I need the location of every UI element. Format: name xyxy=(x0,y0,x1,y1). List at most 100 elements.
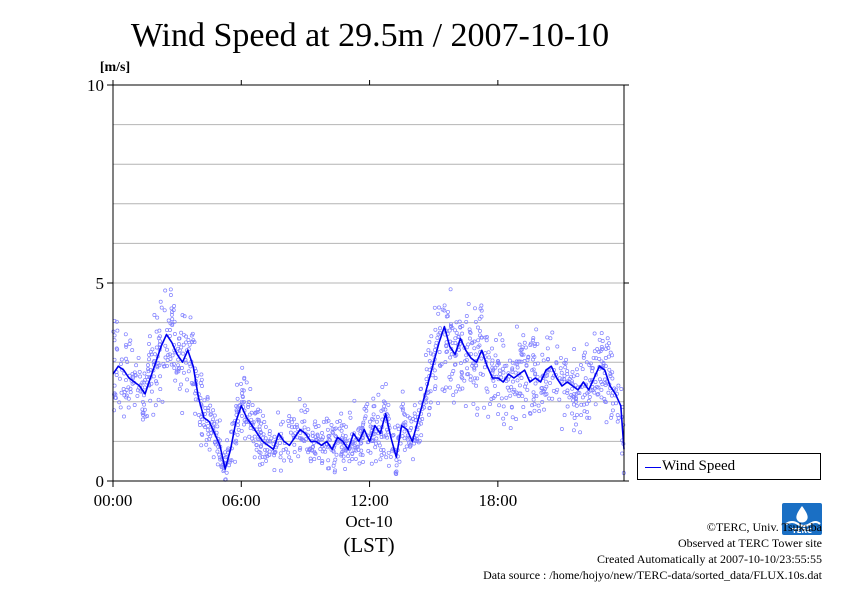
scatter-point xyxy=(290,420,294,425)
scatter-point xyxy=(562,360,567,365)
scatter-point xyxy=(565,369,570,374)
scatter-point xyxy=(557,376,562,381)
credit-copyright: ©TERC, Univ. Tsukuba xyxy=(706,520,822,534)
scatter-point xyxy=(515,365,520,370)
scatter-point xyxy=(467,336,472,341)
scatter-point xyxy=(402,436,407,441)
scatter-point xyxy=(211,417,216,422)
scatter-point xyxy=(499,396,504,401)
scatter-point xyxy=(163,355,168,360)
scatter-point xyxy=(151,374,156,379)
scatter-point xyxy=(510,415,515,420)
scatter-point xyxy=(534,394,539,399)
scatter-point xyxy=(190,331,195,336)
scatter-point xyxy=(153,403,158,408)
scatter-point xyxy=(302,439,307,444)
scatter-point xyxy=(263,447,267,452)
scatter-point xyxy=(122,414,126,419)
scatter-point xyxy=(417,438,422,443)
scatter-point xyxy=(459,375,464,379)
scatter-point xyxy=(286,419,291,423)
scatter-point xyxy=(341,458,346,463)
scatter-point xyxy=(519,359,524,364)
scatter-point xyxy=(554,360,559,365)
scatter-point xyxy=(339,411,344,416)
scatter-point xyxy=(198,423,202,427)
scatter-point xyxy=(223,455,228,460)
scatter-point xyxy=(145,375,149,379)
scatter-point xyxy=(446,309,450,314)
scatter-point xyxy=(497,361,501,366)
scatter-point xyxy=(541,358,546,363)
scatter-point xyxy=(482,405,487,410)
scatter-point xyxy=(158,339,162,344)
scatter-point xyxy=(606,390,611,395)
scatter-point xyxy=(500,338,505,343)
scatter-point xyxy=(141,412,146,417)
scatter-point xyxy=(424,400,429,405)
credits: ©TERC, Univ. Tsukuba Observed at TERC To… xyxy=(483,519,822,583)
scatter-point xyxy=(466,352,471,357)
scatter-point xyxy=(124,388,129,392)
scatter-point xyxy=(299,408,304,413)
scatter-point xyxy=(599,380,604,384)
scatter-point xyxy=(292,425,297,429)
scatter-point xyxy=(533,381,538,386)
scatter-point xyxy=(520,394,525,399)
scatter-point xyxy=(615,413,620,418)
scatter-point xyxy=(302,419,307,424)
scatter-point xyxy=(205,396,210,401)
scatter-point xyxy=(419,421,423,426)
scatter-point xyxy=(369,461,374,466)
scatter-point xyxy=(386,402,391,407)
scatter-point xyxy=(317,456,321,461)
scatter-point xyxy=(253,411,258,416)
scatter-point xyxy=(531,397,536,402)
terc-logo: TERC xyxy=(782,503,822,535)
scatter-point xyxy=(464,353,469,358)
scatter-point xyxy=(401,421,406,426)
scatter-point xyxy=(517,383,522,388)
scatter-point xyxy=(321,435,326,440)
scatter-point xyxy=(181,332,186,337)
scatter-point xyxy=(363,414,368,419)
logo-text: TERC xyxy=(792,527,812,535)
scatter-point xyxy=(278,441,282,445)
scatter-point xyxy=(247,412,252,417)
scatter-point xyxy=(168,287,173,292)
scatter-point xyxy=(545,373,549,378)
scatter-point xyxy=(444,314,449,319)
scatter-point xyxy=(473,352,478,357)
scatter-point xyxy=(521,333,526,338)
scatter-point xyxy=(122,390,127,394)
scatter-point xyxy=(287,455,292,460)
scatter-point xyxy=(583,350,587,355)
scatter-point xyxy=(335,419,340,424)
scatter-point xyxy=(119,357,124,362)
scatter-point xyxy=(502,422,506,427)
scatter-point xyxy=(486,350,491,355)
scatter-point xyxy=(229,458,234,463)
scatter-point xyxy=(472,366,476,371)
scatter-point xyxy=(206,423,211,428)
scatter-point xyxy=(142,407,147,412)
scatter-point xyxy=(444,344,449,349)
scatter-point xyxy=(582,409,587,414)
scatter-point xyxy=(620,451,625,456)
scatter-point xyxy=(320,431,324,435)
scatter-point xyxy=(515,378,520,383)
scatter-point xyxy=(528,411,533,416)
scatter-point xyxy=(326,458,331,463)
scatter-point xyxy=(343,467,348,471)
scatter-point xyxy=(559,370,564,375)
scatter-point xyxy=(172,319,177,324)
scatter-point xyxy=(339,423,344,428)
scatter-point xyxy=(606,354,611,359)
scatter-point xyxy=(479,308,484,313)
scatter-point xyxy=(196,413,201,418)
scatter-point xyxy=(267,449,272,454)
scatter-point xyxy=(368,450,373,455)
scatter-point xyxy=(324,419,329,424)
scatter-point xyxy=(508,426,513,431)
scatter-point xyxy=(578,430,583,435)
